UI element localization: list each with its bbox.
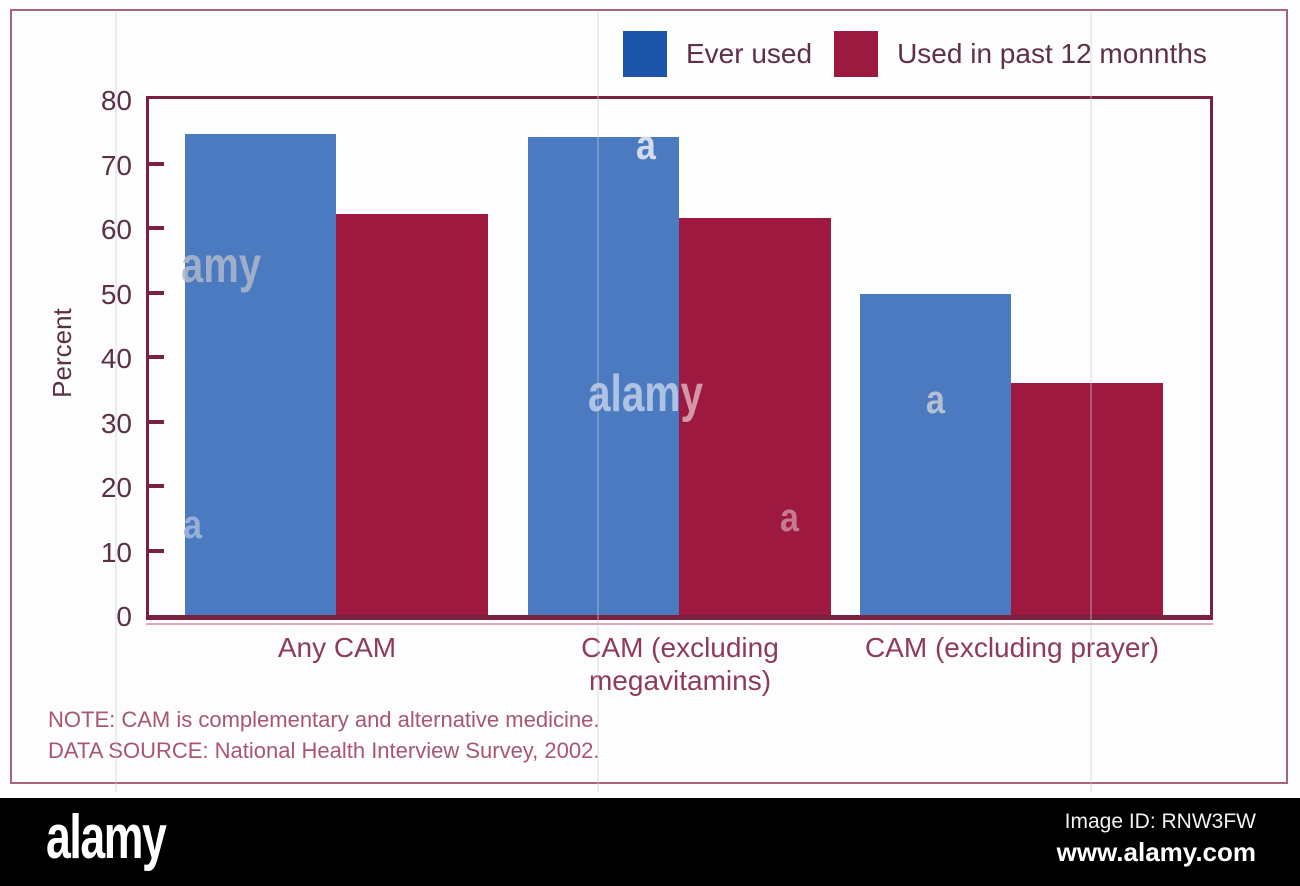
y-tick xyxy=(149,162,164,166)
bar-ever-used xyxy=(185,134,336,615)
data-source-text: DATA SOURCE: National Health Interview S… xyxy=(48,738,600,763)
y-tick-label: 10 xyxy=(100,537,132,568)
y-tick xyxy=(149,549,164,553)
y-tick-label: 30 xyxy=(100,408,132,439)
legend-swatch-ever-used xyxy=(623,31,667,77)
y-tick xyxy=(149,355,164,359)
y-tick xyxy=(149,420,164,424)
bar-ever-used xyxy=(528,137,679,615)
category-label: CAM (excluding prayer) xyxy=(864,632,1160,663)
category-label: Any CAM xyxy=(277,632,397,663)
alamy-logo: alamy xyxy=(46,803,167,872)
bar-group xyxy=(185,134,488,615)
bar-past-12-months xyxy=(1011,383,1163,615)
y-tick-label: 20 xyxy=(100,472,132,503)
plot-area xyxy=(146,96,1213,620)
y-tick-label: 50 xyxy=(100,279,132,310)
y-tick-label: 60 xyxy=(100,214,132,245)
chart-legend: Ever used Used in past 12 monnths xyxy=(623,31,1207,77)
category-label: CAM (excluding megavitamins) xyxy=(581,632,779,697)
legend-swatch-past-12-months xyxy=(834,31,879,77)
y-tick xyxy=(149,291,164,295)
y-tick xyxy=(149,226,164,230)
note-text: NOTE: CAM is complementary and alternati… xyxy=(48,707,600,732)
y-tick-label: 70 xyxy=(100,150,132,181)
legend-item: Used in past 12 monnths xyxy=(834,31,1207,77)
y-tick-label: 0 xyxy=(116,601,132,632)
footer-info: Image ID: RNW3FW www.alamy.com xyxy=(1057,810,1256,868)
bar-ever-used xyxy=(860,294,1011,615)
axis-underline xyxy=(146,623,1213,625)
y-tick-label: 40 xyxy=(100,343,132,374)
image-id-text: Image ID: RNW3FW xyxy=(1064,810,1256,833)
footer-bar: alamy Image ID: RNW3FW www.alamy.com xyxy=(0,798,1300,886)
bar-past-12-months xyxy=(336,214,488,615)
y-tick-label: 80 xyxy=(100,85,132,116)
bar-group xyxy=(528,137,831,615)
alamy-url-text: www.alamy.com xyxy=(1056,837,1256,867)
legend-item: Ever used xyxy=(623,31,812,77)
plot-inner xyxy=(149,99,1210,615)
bar-group xyxy=(860,294,1163,615)
legend-label: Used in past 12 monnths xyxy=(897,38,1207,69)
bar-past-12-months xyxy=(679,218,831,615)
legend-label: Ever used xyxy=(686,38,813,69)
y-tick xyxy=(149,484,164,488)
watermark-grid-line xyxy=(115,12,117,792)
